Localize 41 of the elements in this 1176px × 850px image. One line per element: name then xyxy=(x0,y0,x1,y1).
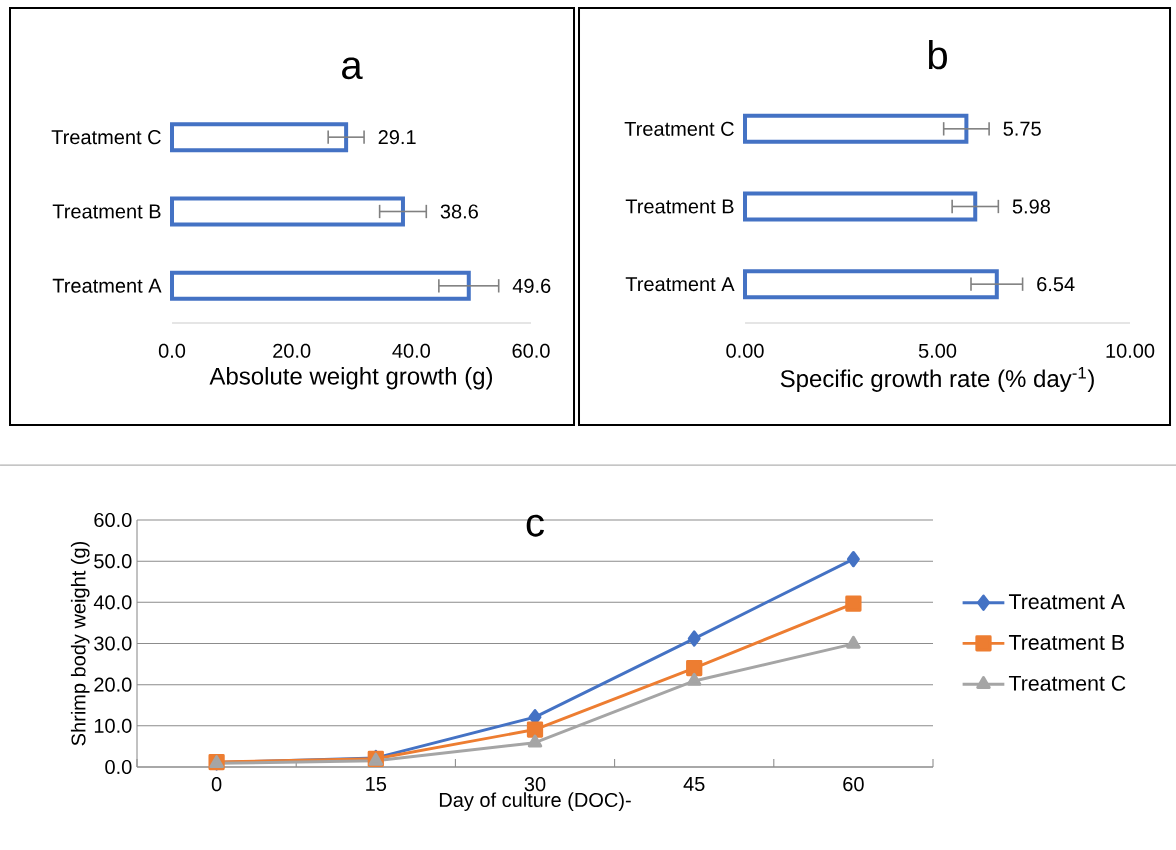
y-tick-label: 60.0 xyxy=(94,512,132,528)
x-axis-title: Absolute weight growth (g) xyxy=(209,367,493,390)
x-tick-label: 60 xyxy=(843,777,864,792)
legend-label: Treatment B xyxy=(1008,635,1124,650)
x-tick-label: 0.0 xyxy=(158,343,186,358)
chart-title: a xyxy=(342,57,363,80)
y-tick-label: 30.0 xyxy=(94,636,132,651)
y-tick-label: Treatment C xyxy=(624,121,734,136)
x-axis-title: Day of culture (DOC)- xyxy=(439,792,631,811)
x-tick-label: 0.00 xyxy=(726,343,764,358)
y-tick-label: 40.0 xyxy=(93,595,132,610)
x-tick-label: 30 xyxy=(524,777,546,792)
x-tick-label: 5.00 xyxy=(918,343,957,358)
x-tick-label: 20.0 xyxy=(273,343,311,358)
chart-title: b xyxy=(928,39,947,70)
y-tick-label: Treatment B xyxy=(625,199,734,214)
data-label: 29.1 xyxy=(378,130,416,145)
data-label: 5.75 xyxy=(1003,121,1041,136)
y-tick-label: 0.0 xyxy=(105,759,132,775)
data-label: 6.54 xyxy=(1037,277,1075,292)
y-tick-label: Treatment A xyxy=(52,278,162,293)
data-label: 5.98 xyxy=(1012,199,1050,214)
legend-label: Treatment A xyxy=(1008,594,1125,610)
x-tick-label: 10.00 xyxy=(1106,343,1155,358)
x-tick-label: 15 xyxy=(366,777,387,791)
chart-title: c xyxy=(526,514,544,537)
y-tick-label: Treatment B xyxy=(52,204,161,219)
x-tick-label: 60.0 xyxy=(512,343,550,358)
y-tick-label: Treatment C xyxy=(51,130,161,145)
x-tick-label: 45 xyxy=(683,777,705,791)
legend-label: Treatment C xyxy=(1008,675,1126,691)
y-tick-label: Treatment A xyxy=(625,277,735,292)
x-tick-label: 0 xyxy=(211,777,222,792)
y-axis-title: Shrimp body weight (g) xyxy=(70,541,90,746)
data-label: 49.6 xyxy=(512,278,551,293)
y-tick-label: 50.0 xyxy=(94,554,132,569)
x-tick-label: 40.0 xyxy=(392,343,430,358)
x-axis-title: Specific growth rate (% day$^{-1}$) xyxy=(780,367,1094,392)
y-tick-label: 20.0 xyxy=(94,677,132,692)
y-tick-label: 10.0 xyxy=(94,718,132,733)
data-label: 38.6 xyxy=(440,204,478,219)
